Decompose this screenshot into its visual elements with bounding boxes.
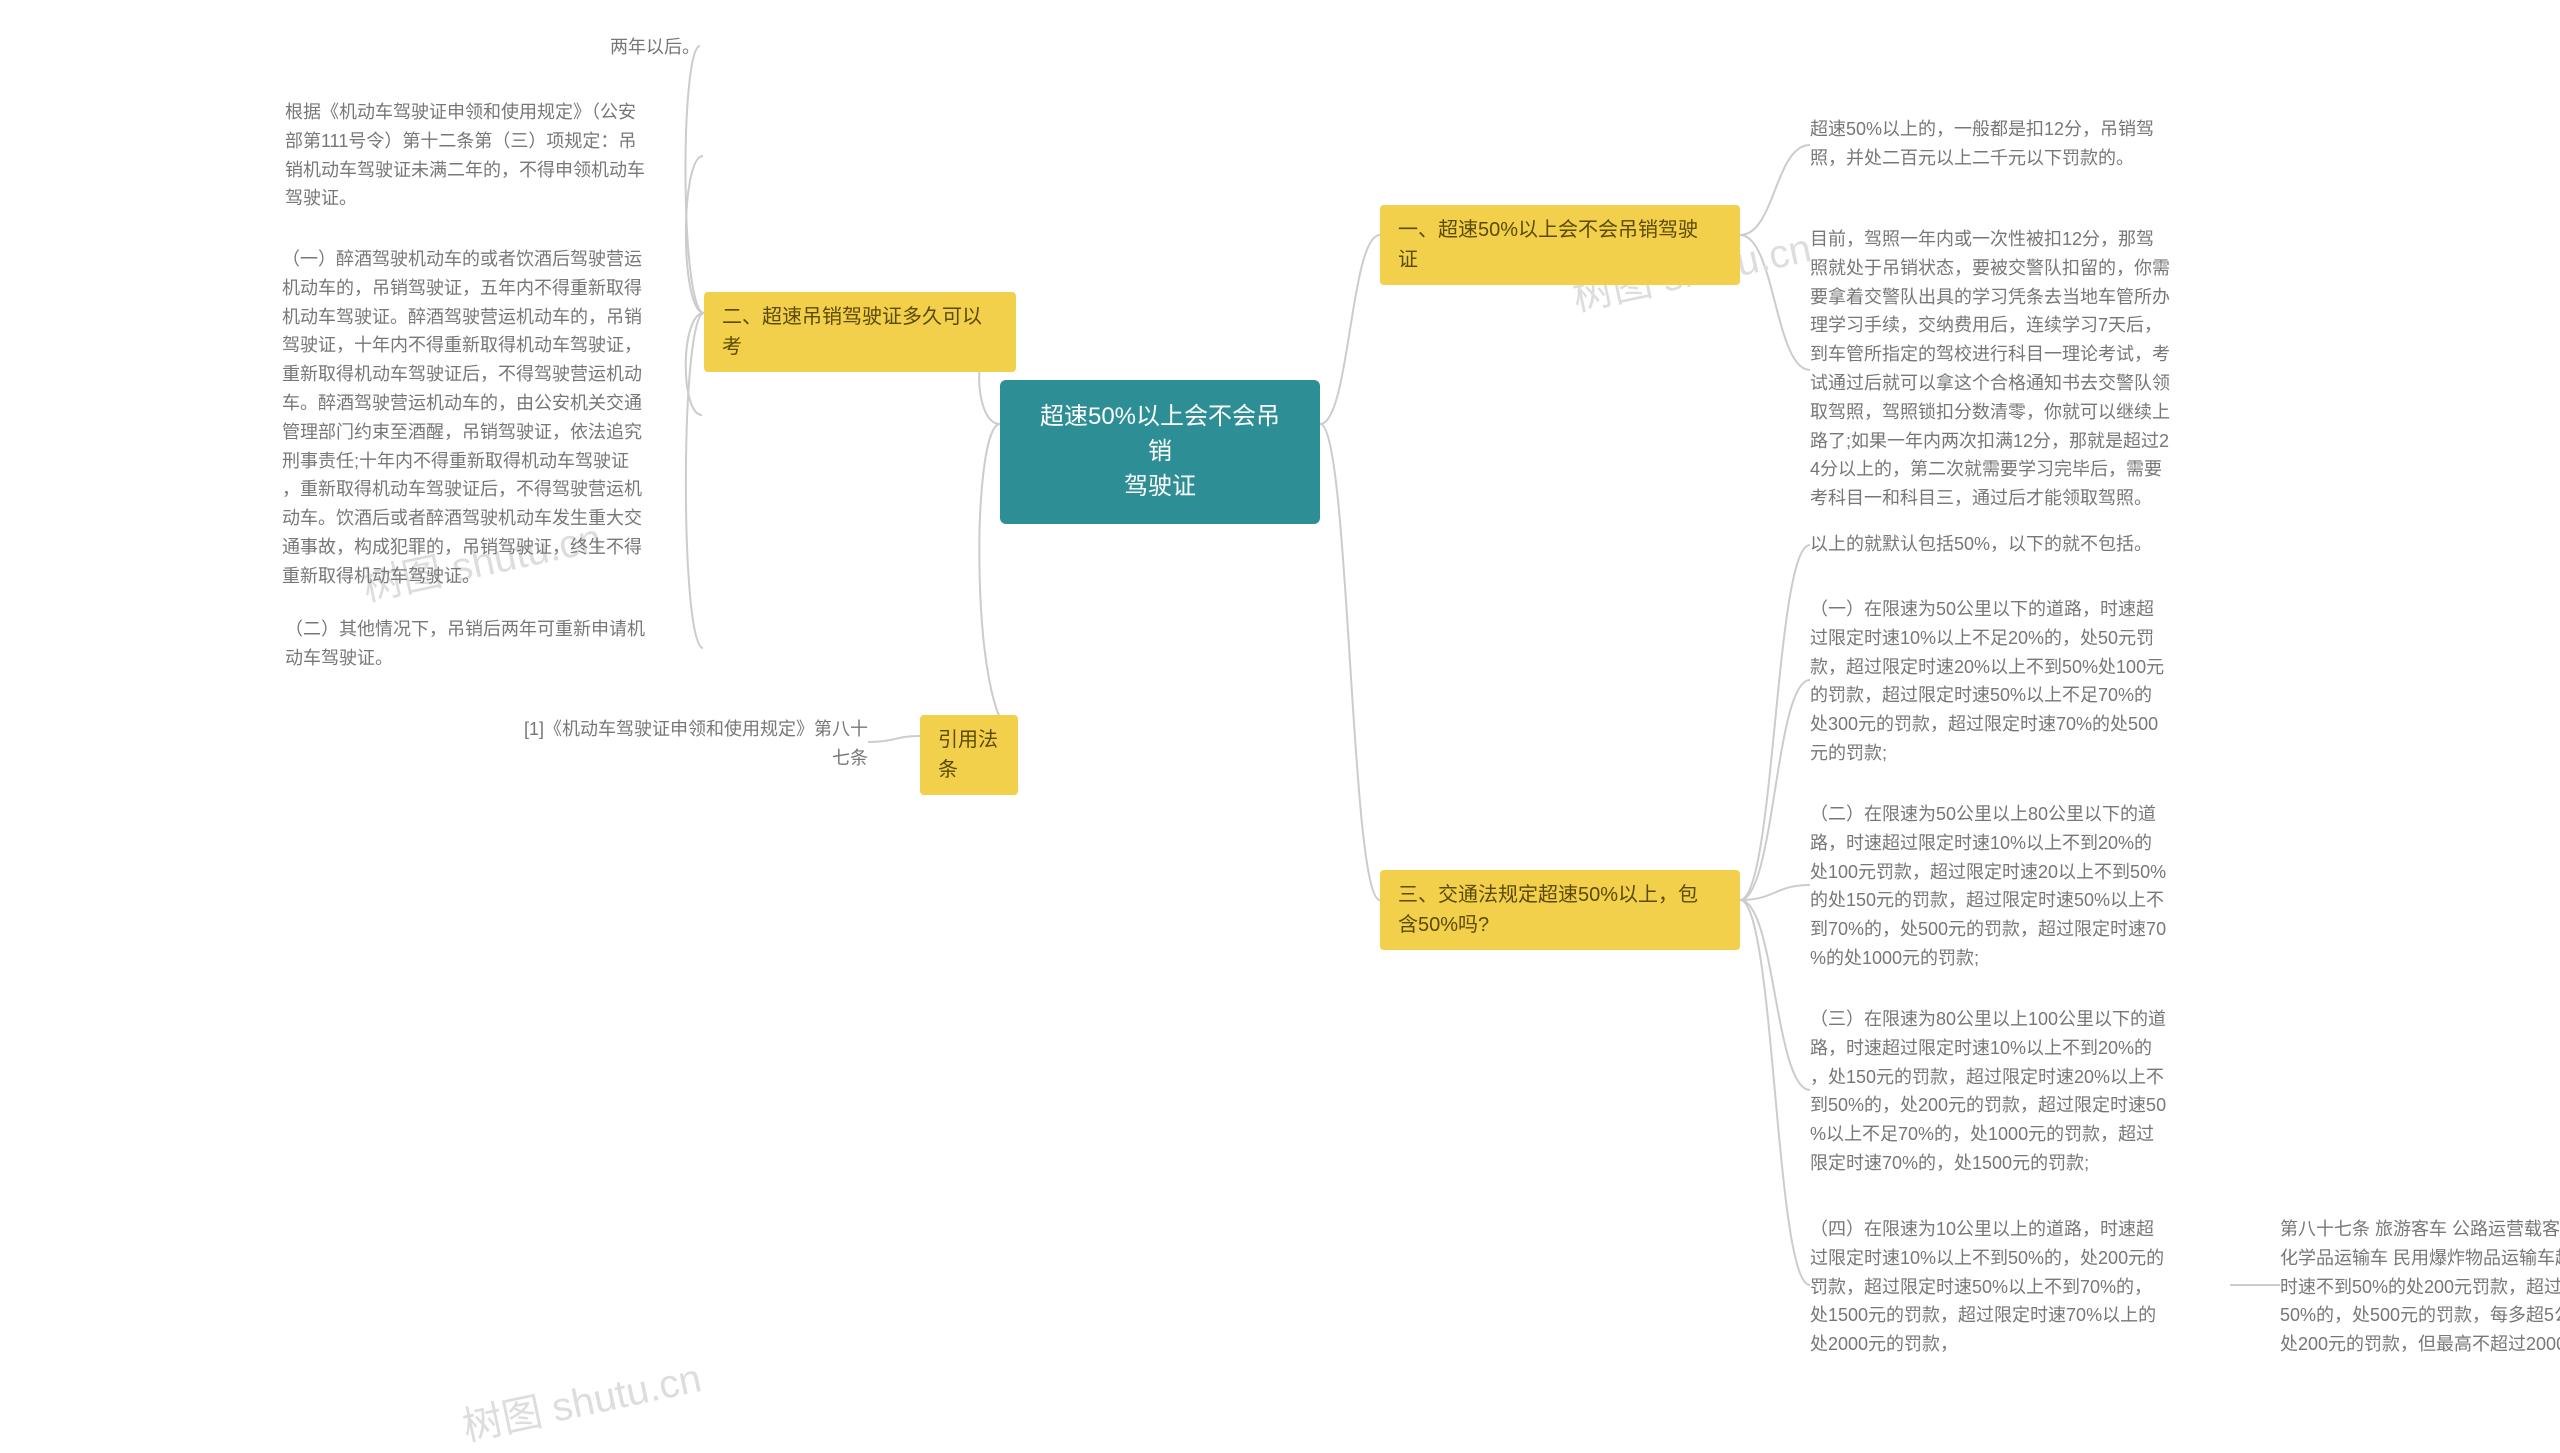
leaf-2-0: 两年以后。 (330, 33, 700, 62)
leaf-3-3: （三）在限速为80公里以上100公里以下的道路，时速超过限定时速10%以上不到2… (1810, 1005, 2230, 1178)
branch-ref: 引用法条 (920, 715, 1018, 795)
leaf-3-2: （二）在限速为50公里以上80公里以下的道路，时速超过限定时速10%以上不到20… (1810, 800, 2230, 973)
leaf-2-2: （一）醉酒驾驶机动车的或者饮酒后驾驶营运机动车的，吊销驾驶证，五年内不得重新取得… (282, 245, 702, 591)
center-node: 超速50%以上会不会吊销驾驶证 (1000, 380, 1320, 524)
branch-2: 二、超速吊销驾驶证多久可以考 (704, 292, 1016, 372)
leaf-3-4-child: 第八十七条 旅游客车 公路运营载客汽车 危险化学品运输车 民用爆炸物品运输车超过… (2280, 1215, 2560, 1359)
leaf-ref-0: [1]《机动车驾驶证申领和使用规定》第八十七条 (460, 715, 868, 773)
leaf-2-1: 根据《机动车驾驶证申领和使用规定》（公安部第111号令）第十二条第（三）项规定：… (285, 98, 703, 213)
leaf-3-0: 以上的就默认包括50%，以下的就不包括。 (1810, 530, 2230, 559)
branch-3: 三、交通法规定超速50%以上，包含50%吗? (1380, 870, 1740, 950)
leaf-3-4: （四）在限速为10公里以上的道路，时速超过限定时速10%以上不到50%的，处20… (1810, 1215, 2230, 1359)
leaf-3-1: （一）在限速为50公里以下的道路，时速超过限定时速10%以上不足20%的，处50… (1810, 595, 2230, 768)
branch-1: 一、超速50%以上会不会吊销驾驶证 (1380, 205, 1740, 285)
watermark: 树图 shutu.cn (457, 1345, 706, 1452)
leaf-1-1: 目前，驾照一年内或一次性被扣12分，那驾照就处于吊销状态，要被交警队扣留的，你需… (1810, 225, 2230, 513)
leaf-2-3: （二）其他情况下，吊销后两年可重新申请机动车驾驶证。 (285, 615, 703, 673)
leaf-1-0: 超速50%以上的，一般都是扣12分，吊销驾照，并处二百元以上二千元以下罚款的。 (1810, 115, 2230, 173)
